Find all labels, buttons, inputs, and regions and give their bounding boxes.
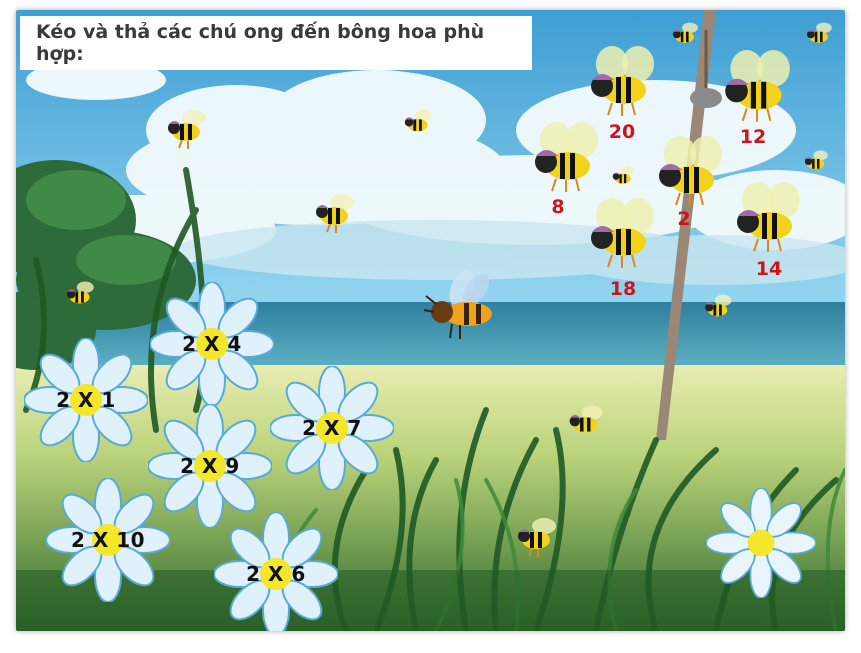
flower-label: 2 X 6: [246, 562, 306, 586]
bee-icon[interactable]: [670, 20, 702, 50]
bee-icon[interactable]: [164, 106, 212, 152]
bee-number-label: 20: [608, 121, 636, 143]
daisy-icon: [148, 404, 272, 528]
flower-2x6[interactable]: 2 X 6: [214, 512, 338, 631]
flower-2x7[interactable]: 2 X 7: [270, 366, 394, 490]
bee-icon[interactable]: [402, 106, 436, 140]
bee-icon[interactable]: [804, 20, 836, 50]
flower-label: 2 X 7: [302, 416, 362, 440]
bee-icon[interactable]: [702, 292, 736, 324]
bee-icon[interactable]: [802, 148, 832, 176]
instruction-text: Kéo và thả các chú ong đến bông hoa phù …: [20, 16, 532, 70]
bee-icon[interactable]: [312, 190, 360, 236]
answer-bee-8[interactable]: [526, 122, 604, 196]
bee-icon[interactable]: [566, 402, 608, 442]
bee-number-label: 12: [739, 126, 767, 148]
bee-icon[interactable]: [610, 164, 638, 190]
bee-number-label: 18: [609, 278, 637, 300]
answer-bee-14[interactable]: [728, 182, 806, 256]
daisy-icon: [150, 282, 274, 406]
flower-2x1[interactable]: 2 X 1: [24, 338, 148, 462]
daisy-icon: [270, 366, 394, 490]
daisy-icon: [24, 338, 148, 462]
daisy-icon: [46, 478, 170, 602]
flower-2x10[interactable]: 2 X 10: [46, 478, 170, 602]
bee-icon[interactable]: [64, 278, 98, 312]
flower-label: 2 X 9: [180, 454, 240, 478]
answer-bee-12[interactable]: [716, 50, 796, 126]
decorative-daisy-icon: [706, 488, 816, 598]
bee-number-label: 2: [677, 208, 691, 230]
flower-2x9[interactable]: 2 X 9: [148, 404, 272, 528]
bee-icon[interactable]: [514, 514, 562, 560]
answer-bee-18[interactable]: [582, 198, 660, 272]
flower-label: 2 X 10: [70, 528, 146, 552]
daisy-icon: [214, 512, 338, 631]
bee-number-label: 14: [755, 258, 783, 280]
answer-bee-2[interactable]: [650, 136, 728, 210]
answer-bee-20[interactable]: [582, 46, 660, 120]
flower-2x4[interactable]: 2 X 4: [150, 282, 274, 406]
flower-label: 2 X 4: [182, 332, 242, 356]
honeybee-icon: [416, 268, 500, 344]
game-canvas: Kéo và thả các chú ong đến bông hoa phù …: [16, 10, 845, 631]
flower-label: 2 X 1: [56, 388, 116, 412]
bee-number-label: 8: [551, 196, 565, 218]
